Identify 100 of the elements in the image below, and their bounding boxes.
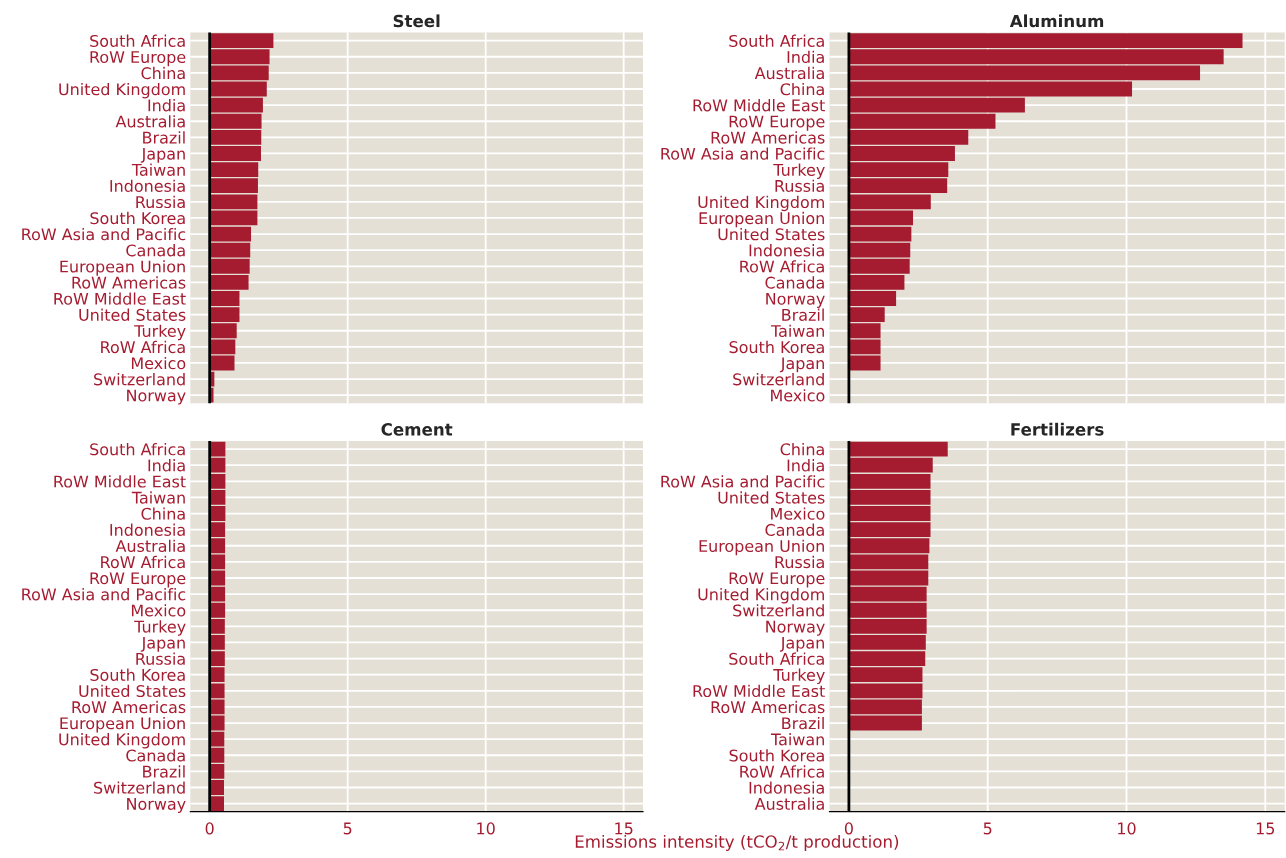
y-tick-label: Russia — [775, 555, 824, 569]
y-tick-label: Turkey — [773, 668, 825, 685]
chart-title: Cement — [381, 423, 453, 436]
y-tick-label: Taiwan — [770, 733, 824, 746]
y-tick-label: Russia — [775, 179, 824, 192]
y-tick-label: Japan — [140, 636, 185, 652]
y-tick-label: South Korea — [729, 340, 824, 354]
y-tick-label: United Kingdom — [698, 195, 824, 212]
y-tick-label: United States — [718, 491, 825, 504]
y-tick-label: Switzerland — [733, 604, 824, 617]
y-tick-label: RoW Middle East — [693, 684, 825, 698]
y-tick-label: China — [141, 507, 185, 520]
y-tick-label: United States — [718, 227, 825, 241]
y-tick-label: Canada — [126, 749, 185, 762]
y-tick-label: United Kingdom — [59, 82, 185, 99]
y-tick-label: RoW Europe — [729, 572, 825, 588]
y-tick-label: RoW Asia and Pacific — [22, 588, 186, 601]
y-tick-label: Indonesia — [749, 781, 824, 794]
y-tick-label: South Korea — [90, 211, 185, 225]
y-tick-label: Japan — [140, 147, 185, 163]
x-tick-label: 5 — [983, 822, 992, 835]
y-tick-label: Australia — [754, 797, 824, 810]
x-tick-label: 10 — [1118, 822, 1136, 835]
y-tick-label: RoW Africa — [101, 340, 185, 354]
y-tick-label: RoW Americas — [711, 131, 825, 144]
y-tick-label: South Africa — [729, 34, 824, 47]
y-tick-label: Australia — [115, 539, 185, 553]
y-tick-label: RoW Americas — [72, 276, 186, 289]
y-tick-label: China — [141, 66, 185, 80]
y-tick-label: European Union — [60, 716, 185, 733]
y-tick-label: United States — [79, 684, 186, 698]
y-tick-label: Norway — [127, 798, 186, 813]
y-tick-label: United Kingdom — [59, 733, 185, 749]
x-tick-label: 0 — [205, 822, 214, 835]
y-tick-label: Canada — [126, 244, 185, 257]
y-tick-label: RoW Americas — [711, 700, 825, 714]
y-tick-label: Mexico — [131, 356, 186, 370]
y-tick-label: RoW Europe — [90, 572, 186, 588]
y-tick-label: Mexico — [771, 389, 825, 402]
y-tick-label: Taiwan — [770, 324, 824, 338]
y-tick-label: United Kingdom — [698, 588, 824, 604]
y-tick-label: Brazil — [143, 765, 185, 778]
y-tick-label: India — [148, 99, 185, 112]
y-tick-label: China — [780, 443, 824, 456]
y-tick-label: Switzerland — [733, 373, 824, 386]
y-tick-label: India — [787, 459, 824, 472]
y-tick-label: India — [787, 50, 824, 64]
y-tick-label: South Africa — [729, 652, 824, 665]
x-tick-label: 15 — [1256, 822, 1275, 835]
y-tick-label: South Korea — [90, 668, 185, 681]
y-tick-label: RoW Asia and Pacific — [661, 147, 825, 160]
y-tick-label: Russia — [136, 195, 185, 209]
y-tick-label: Russia — [136, 652, 185, 665]
y-tick-label: Brazil — [782, 716, 824, 730]
y-tick-label: Canada — [765, 523, 824, 536]
y-tick-label: Australia — [115, 115, 185, 128]
y-tick-label: Turkey — [773, 163, 825, 179]
y-tick-label: RoW Africa — [740, 765, 824, 778]
y-tick-label: Brazil — [143, 131, 185, 144]
chart-title: Steel — [393, 14, 440, 28]
y-tick-label: RoW Middle East — [54, 292, 186, 305]
y-tick-label: RoW Americas — [72, 700, 186, 714]
y-tick-label: Norway — [766, 620, 825, 636]
y-tick-label: Turkey — [134, 620, 186, 636]
y-tick-label: RoW Middle East — [54, 475, 186, 488]
y-tick-label: RoW Europe — [90, 51, 186, 67]
y-tick-label: Taiwan — [131, 163, 185, 176]
y-tick-label: RoW Middle East — [693, 99, 825, 112]
x-tick-label: 0 — [844, 822, 853, 835]
y-tick-label: European Union — [60, 260, 185, 276]
y-tick-label: Turkey — [134, 324, 186, 341]
y-tick-label: RoW Europe — [729, 115, 825, 131]
y-tick-label: Taiwan — [131, 491, 185, 504]
y-tick-label: Norway — [766, 292, 825, 308]
y-tick-label: Australia — [754, 66, 824, 80]
y-tick-label: China — [780, 82, 824, 96]
x-tick-label: 15 — [615, 822, 633, 835]
y-tick-label: Brazil — [782, 308, 824, 321]
y-tick-label: RoW Asia and Pacific — [22, 227, 186, 241]
y-tick-label: South Korea — [729, 749, 824, 762]
y-tick-label: South Africa — [90, 443, 185, 456]
y-tick-label: Japan — [779, 357, 824, 373]
y-tick-label: RoW Asia and Pacific — [661, 475, 825, 488]
y-tick-label: South Africa — [90, 34, 185, 47]
y-tick-label: Indonesia — [110, 523, 185, 536]
y-tick-label: Japan — [779, 636, 824, 652]
y-tick-label: Mexico — [771, 507, 825, 520]
chart-title: Aluminum — [1009, 14, 1104, 28]
y-tick-label: Norway — [127, 389, 186, 405]
y-tick-label: RoW Africa — [101, 555, 185, 569]
y-tick-label: RoW Africa — [740, 260, 824, 273]
y-tick-label: United States — [79, 308, 186, 321]
x-tick-label: 10 — [477, 822, 495, 835]
y-tick-label: Indonesia — [749, 244, 824, 257]
y-tick-label: Canada — [765, 276, 824, 289]
chart-title: Fertilizers — [1011, 422, 1104, 436]
y-tick-label: Switzerland — [94, 781, 185, 794]
y-tick-label: European Union — [699, 539, 824, 556]
y-tick-label: Indonesia — [110, 179, 185, 192]
x-axis-title: Emissions intensity (tCO$_{2}$/t production) — [575, 834, 899, 852]
